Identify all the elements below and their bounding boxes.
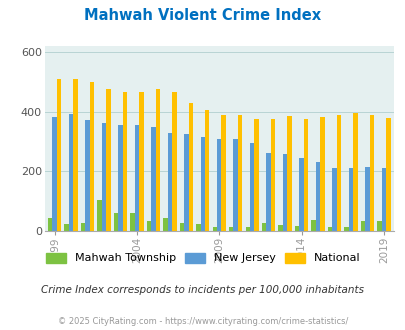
Bar [348,168,352,231]
Bar [57,79,61,231]
Bar [73,79,77,231]
Bar [139,92,143,231]
Bar [221,115,225,231]
Bar [85,120,90,231]
Bar [118,125,122,231]
Bar [183,134,188,231]
Bar [360,220,364,231]
Bar [179,223,183,231]
Bar [163,217,167,231]
Bar [68,114,73,231]
Bar [113,213,118,231]
Bar [311,220,315,231]
Bar [320,117,324,231]
Legend: Mahwah Township, New Jersey, National: Mahwah Township, New Jersey, National [46,253,359,263]
Bar [336,115,340,231]
Bar [254,119,258,231]
Bar [245,227,249,231]
Bar [249,143,254,231]
Bar [52,117,57,231]
Bar [369,115,373,231]
Bar [266,152,270,231]
Bar [196,224,200,231]
Bar [298,158,303,231]
Bar [188,103,192,231]
Bar [343,227,348,231]
Bar [282,154,287,231]
Bar [270,119,275,231]
Bar [385,118,390,231]
Bar [64,223,68,231]
Bar [212,227,217,231]
Bar [327,227,331,231]
Bar [352,113,357,231]
Text: © 2025 CityRating.com - https://www.cityrating.com/crime-statistics/: © 2025 CityRating.com - https://www.city… [58,317,347,326]
Bar [261,223,266,231]
Bar [217,139,221,231]
Bar [303,119,307,231]
Bar [233,139,237,231]
Text: Crime Index corresponds to incidents per 100,000 inhabitants: Crime Index corresponds to incidents per… [41,285,364,295]
Bar [278,225,282,231]
Bar [200,137,205,231]
Bar [364,167,369,231]
Bar [228,227,233,231]
Bar [122,92,127,231]
Bar [155,89,160,231]
Bar [151,127,155,231]
Bar [237,115,242,231]
Bar [381,168,385,231]
Bar [205,110,209,231]
Bar [134,125,139,231]
Bar [81,223,85,231]
Bar [97,200,102,231]
Bar [106,89,110,231]
Bar [167,133,172,231]
Bar [331,168,336,231]
Bar [48,217,52,231]
Bar [376,221,381,231]
Bar [287,116,291,231]
Bar [294,226,298,231]
Bar [102,123,106,231]
Bar [90,82,94,231]
Bar [130,213,134,231]
Bar [172,92,176,231]
Bar [146,220,151,231]
Bar [315,162,320,231]
Text: Mahwah Violent Crime Index: Mahwah Violent Crime Index [84,8,321,23]
